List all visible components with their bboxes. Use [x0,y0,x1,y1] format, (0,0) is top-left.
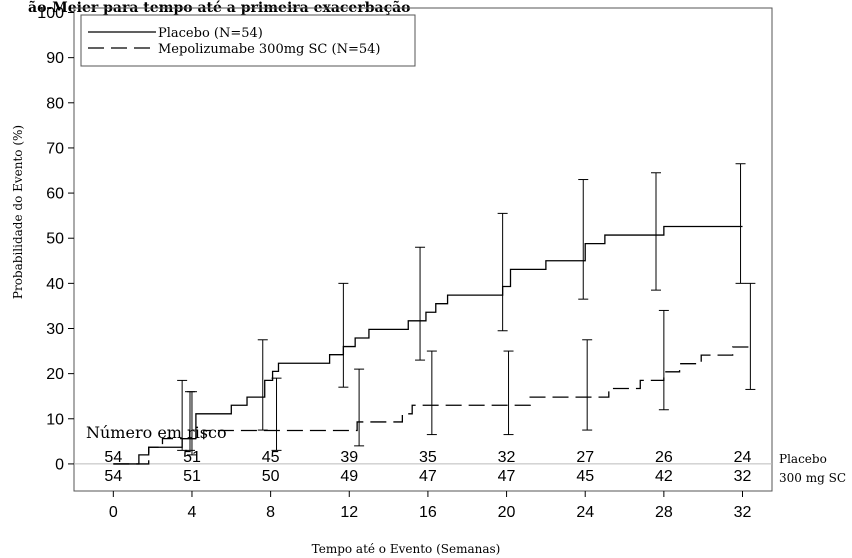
y-tick-label: 100 [37,5,64,22]
y-tick-label: 70 [46,140,64,157]
at-risk-value: 47 [498,468,516,485]
y-tick-label: 0 [55,456,64,473]
plot-area [113,163,756,465]
y-tick-label: 30 [46,321,64,338]
y-tick-label: 10 [46,411,64,428]
y-tick-label: 60 [46,186,64,203]
x-tick-label: 4 [188,504,197,521]
at-risk-value: 49 [340,468,358,485]
at-risk-value: 45 [262,449,280,466]
at-risk-value: 51 [183,468,201,485]
at-risk-value: 51 [183,449,201,466]
at-risk-value: 24 [734,449,752,466]
legend-label-placebo: Placebo (N=54) [158,26,263,41]
km-curve-placebo [113,225,743,465]
at-risk-title: Número em risco [86,423,227,442]
x-tick-label: 32 [734,504,752,521]
at-risk-value: 39 [340,449,358,466]
at-risk-value: 54 [104,468,122,485]
x-tick-label: 12 [340,504,358,521]
at-risk-value: 50 [262,468,280,485]
at-risk-table: 54 51 45 39 35 32 27 26 24 54 51 50 49 47 47 45 42 32 [104,449,751,485]
y-tick-label: 20 [46,366,64,383]
y-axis: 0 10 20 30 40 50 60 70 80 90 100 [37,5,74,473]
at-risk-value: 32 [498,449,516,466]
x-tick-label: 0 [109,504,118,521]
x-axis: 0 4 8 12 16 20 24 28 32 [109,491,752,521]
at-risk-value: 45 [576,468,594,485]
x-tick-label: 8 [266,504,275,521]
y-tick-label: 50 [46,231,64,248]
x-tick-label: 28 [655,504,673,521]
x-tick-label: 16 [419,504,437,521]
y-tick-label: 90 [46,50,64,67]
legend-box [80,14,416,67]
x-tick-label: 20 [498,504,516,521]
y-tick-label: 80 [46,95,64,112]
x-tick-label: 24 [576,504,594,521]
y-tick-label: 40 [46,276,64,293]
at-risk-value: 32 [734,468,752,485]
x-axis-label: Tempo até o Evento (Semanas) [312,542,501,556]
at-risk-value: 35 [419,449,437,466]
y-axis-label: Probabilidade do Evento (%) [11,125,25,299]
at-risk-value: 42 [655,468,673,485]
at-risk-row-label-mepolizumab: 300 mg SC [779,471,846,485]
at-risk-value: 26 [655,449,673,466]
plot-frame [73,7,773,492]
at-risk-row-label-placebo: Placebo [779,452,827,466]
at-risk-value: 54 [104,449,122,466]
legend-label-mepolizumab: Mepolizumabe 300mg SC (N=54) [158,42,380,57]
km-curve-mepolizumab [113,346,749,465]
legend: Placebo (N=54) Mepolizumabe 300mg SC (N=… [80,14,416,67]
at-risk-value: 47 [419,468,437,485]
at-risk-value: 27 [576,449,594,466]
